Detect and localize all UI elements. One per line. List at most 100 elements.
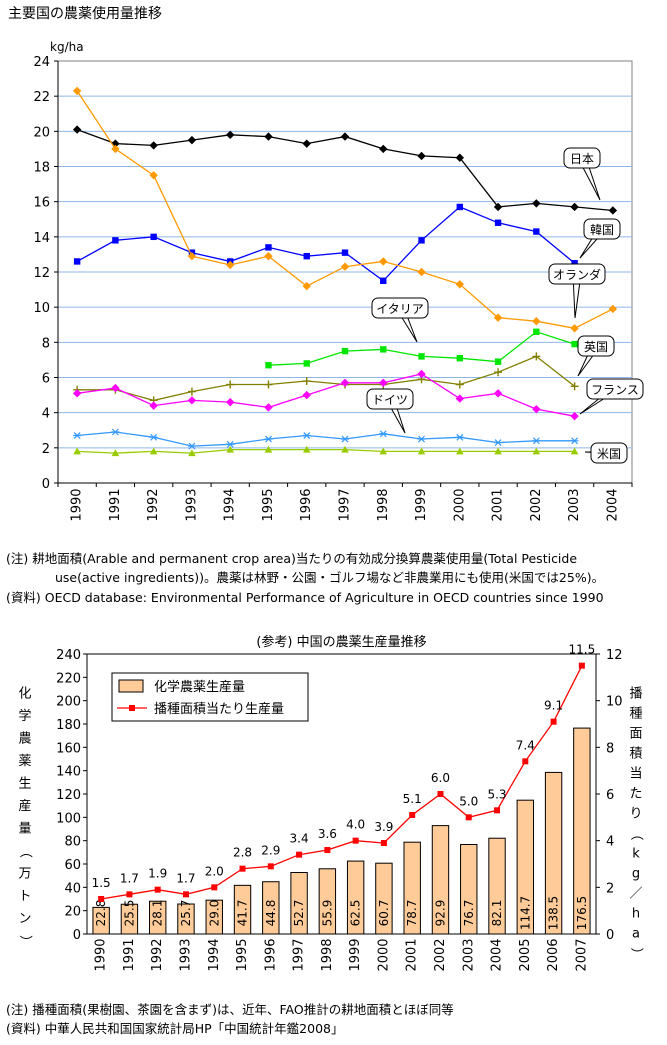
- x-tick-label: 1996: [299, 488, 314, 521]
- axis-title-char: 生: [18, 777, 31, 792]
- data-point: [187, 396, 197, 405]
- y-tick-label: 140: [56, 765, 81, 780]
- callout-box: [371, 297, 429, 319]
- chart-title: (参考) 中国の農薬生産量推移: [256, 634, 426, 650]
- series-ドイツ: [73, 428, 579, 450]
- data-point: [456, 354, 463, 362]
- axis-title-char: g: [632, 867, 640, 882]
- x-tick-label: 2003: [461, 938, 476, 971]
- x-tick-label: 1993: [178, 938, 193, 971]
- series-line: [77, 431, 575, 447]
- series-line: [76, 206, 576, 282]
- y-tick-label: 24: [33, 55, 50, 70]
- x-tick-label: 2001: [491, 488, 506, 521]
- legend-label: 米国: [597, 447, 621, 461]
- legend-label: フランス: [591, 383, 639, 397]
- x-tick-label: 1997: [338, 488, 353, 521]
- legend-callout: フランス: [579, 378, 644, 415]
- x-tick-label: 2000: [376, 938, 391, 971]
- data-point: [302, 390, 311, 400]
- legend-label: オランダ: [553, 267, 601, 282]
- axis-title-char: 化: [18, 687, 31, 702]
- data-point: [532, 404, 541, 414]
- bar: [460, 844, 478, 935]
- china-production-chart: (参考) 中国の農薬生産量推移0204060801001201401601802…: [18, 634, 644, 972]
- bar: [120, 903, 139, 935]
- series-オランダ: [72, 86, 618, 333]
- data-point: [302, 377, 311, 386]
- data-point: [493, 389, 503, 398]
- line-value-label: 1.5: [92, 876, 111, 890]
- legend-box: [111, 672, 309, 722]
- axis-title-char: 種: [629, 706, 642, 722]
- data-point: [418, 353, 425, 360]
- bar-value-label: 28.1: [151, 900, 165, 927]
- axis-title-char: ）: [629, 947, 644, 960]
- x-tick-label: 1999: [414, 488, 429, 521]
- bar-value-label: 41.7: [236, 900, 250, 927]
- data-point: [417, 151, 426, 161]
- unit-label: kg/ha: [50, 40, 84, 54]
- bar: [573, 727, 591, 935]
- data-point: [111, 144, 120, 154]
- bar-value-label: 29.0: [207, 900, 221, 927]
- axis-title-char: ）: [18, 935, 33, 948]
- data-point: [226, 130, 235, 140]
- bar: [262, 881, 280, 935]
- legend-label: 化学農薬生産量: [154, 679, 245, 695]
- x-tick-label: 1991: [108, 488, 123, 521]
- y-tick-label: 240: [56, 648, 81, 663]
- y2-axis-title: 播種面積当たり （ kg ／ ha ）: [629, 687, 644, 961]
- note-2-source: (資料) 中華人民共和国国家統計局HP「中国統計年鑑2008」: [6, 1021, 344, 1036]
- callout-box: [583, 218, 621, 240]
- data-point: [264, 251, 273, 261]
- axis-title-char: 学: [18, 708, 31, 724]
- data-point: [111, 139, 120, 148]
- data-point: [73, 258, 81, 265]
- data-point: [149, 433, 158, 441]
- data-point: [302, 281, 311, 291]
- data-point: [493, 313, 503, 322]
- bar: [346, 860, 365, 935]
- legend-swatch-bar: [118, 679, 144, 693]
- line-value-label: 1.7: [176, 871, 195, 885]
- data-point: [455, 394, 464, 403]
- data-point: [494, 447, 502, 455]
- axis-title-char: ン: [18, 912, 31, 927]
- y-tick-label: 160: [56, 741, 81, 756]
- data-point: [264, 445, 273, 453]
- legend-label: 韓国: [590, 223, 614, 237]
- data-point: [341, 347, 349, 355]
- x-tick-label: 1990: [70, 488, 85, 521]
- data-point: [324, 847, 331, 853]
- y-tick-label: 100: [56, 811, 81, 826]
- data-point: [150, 233, 157, 241]
- bar: [233, 884, 252, 935]
- y-tick-label: 8: [42, 336, 50, 351]
- axis-title-char: 量: [18, 822, 31, 837]
- callout-box: [366, 388, 414, 410]
- data-point: [211, 884, 218, 891]
- y-tick-label: 4: [42, 407, 50, 422]
- bar-value-label: 92.9: [433, 900, 447, 927]
- legend-callout: 英国: [577, 335, 615, 377]
- data-point: [570, 382, 579, 391]
- axis-title-char: 農: [18, 732, 31, 747]
- data-point: [379, 144, 388, 154]
- line-value-label: 3.6: [318, 827, 337, 841]
- axis-title-char: h: [632, 907, 640, 922]
- axis-title-char: 万: [18, 867, 31, 882]
- y-axis-title: 化学農薬生産量 （ 万トン ）: [18, 687, 33, 949]
- x-tick-label: 1992: [146, 488, 161, 521]
- x-tick-label: 2004: [490, 938, 505, 971]
- line-value-label: 7.4: [516, 738, 535, 752]
- data-point: [570, 324, 579, 333]
- bar-value-label: 22.8: [94, 900, 108, 927]
- data-point: [352, 837, 359, 844]
- x-tick-label: 1995: [235, 938, 250, 971]
- data-point: [226, 260, 235, 270]
- bar: [431, 825, 450, 935]
- data-point: [608, 304, 618, 314]
- legend-callout: 日本: [563, 147, 601, 201]
